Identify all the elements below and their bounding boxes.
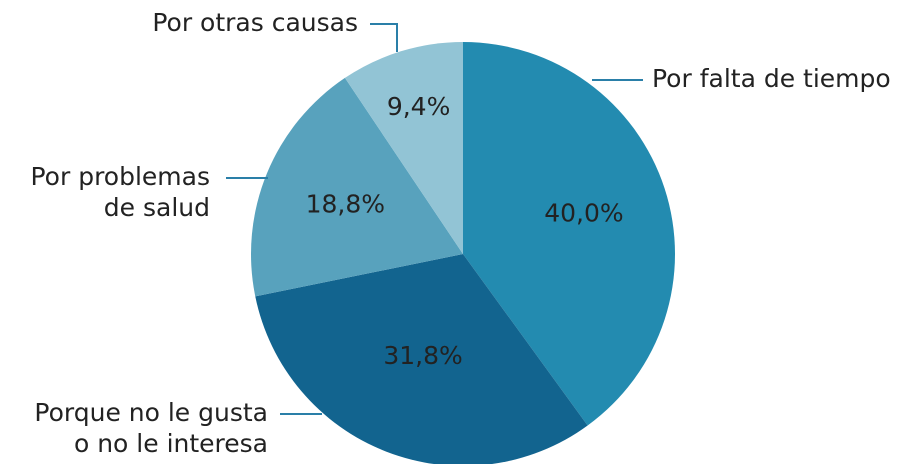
category-label: Por otras causas — [152, 8, 358, 37]
category-label: o no le interesa — [74, 429, 268, 458]
value-label: 18,8% — [306, 190, 385, 219]
category-label: de salud — [104, 193, 210, 222]
category-label: Por problemas — [31, 162, 211, 191]
value-label: 9,4% — [387, 92, 451, 121]
pie-slice — [255, 254, 588, 464]
pie-slice — [463, 42, 675, 426]
pie-slice — [251, 77, 463, 297]
pie-slice — [344, 42, 463, 254]
value-label: 40,0% — [544, 199, 623, 228]
value-label: 31,8% — [383, 341, 462, 370]
category-label: Por falta de tiempo — [652, 64, 891, 93]
leader-line — [370, 23, 398, 52]
category-label: Porque no le gusta — [34, 398, 268, 427]
